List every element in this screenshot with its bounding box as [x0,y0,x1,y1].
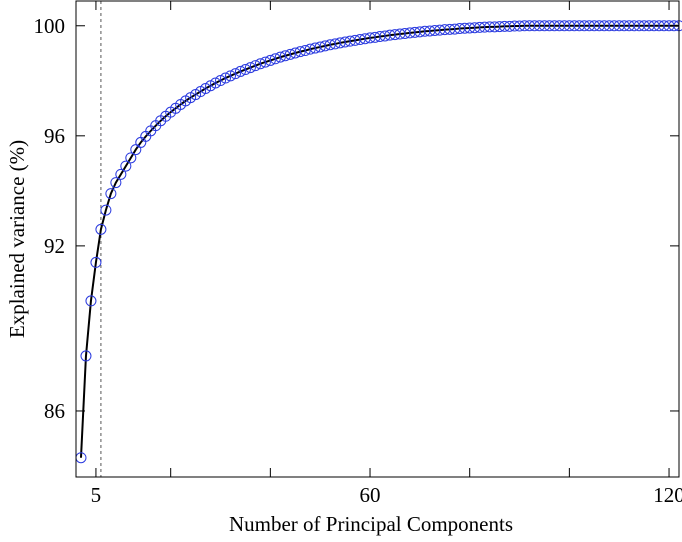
series-line [79,24,679,458]
y-tick-label: 96 [44,124,65,148]
data-point [100,204,112,216]
data-point [294,46,306,58]
data-point [284,48,296,60]
ticks [76,1,679,477]
data-point [279,50,291,62]
plot-content [75,1,682,477]
x-tick-label: 5 [91,483,102,507]
data-point [95,223,107,235]
data-point [234,65,246,77]
y-tick-label: 92 [44,234,65,258]
data-point [110,177,122,189]
data-point [239,64,251,76]
y-tick-label: 86 [44,399,65,423]
data-point [289,47,301,59]
data-point [244,62,256,74]
data-point [85,295,97,307]
data-point [229,68,241,80]
x-tick-label: 120 [653,483,682,507]
data-point [274,51,286,63]
data-point [220,72,232,84]
data-point [259,56,271,68]
tick-labels: 5 60 120 86 92 96 100 [34,14,682,507]
data-point [254,58,266,70]
plot-frame [75,0,680,478]
x-tick-label: 60 [360,483,381,507]
data-point [269,53,281,65]
data-point [115,168,127,180]
data-point [105,188,117,200]
data-point [264,54,276,66]
data-point [80,350,92,362]
y-axis-title: Explained variance (%) [5,140,29,338]
data-point [210,77,222,89]
x-axis-title: Number of Principal Components [229,512,513,536]
data-point [215,75,227,87]
data-point [120,160,132,172]
y-tick-label: 100 [34,14,66,38]
data-point [224,70,236,82]
data-point [125,152,137,164]
data-point [249,60,261,72]
data-point [299,45,311,57]
data-point [90,256,102,268]
